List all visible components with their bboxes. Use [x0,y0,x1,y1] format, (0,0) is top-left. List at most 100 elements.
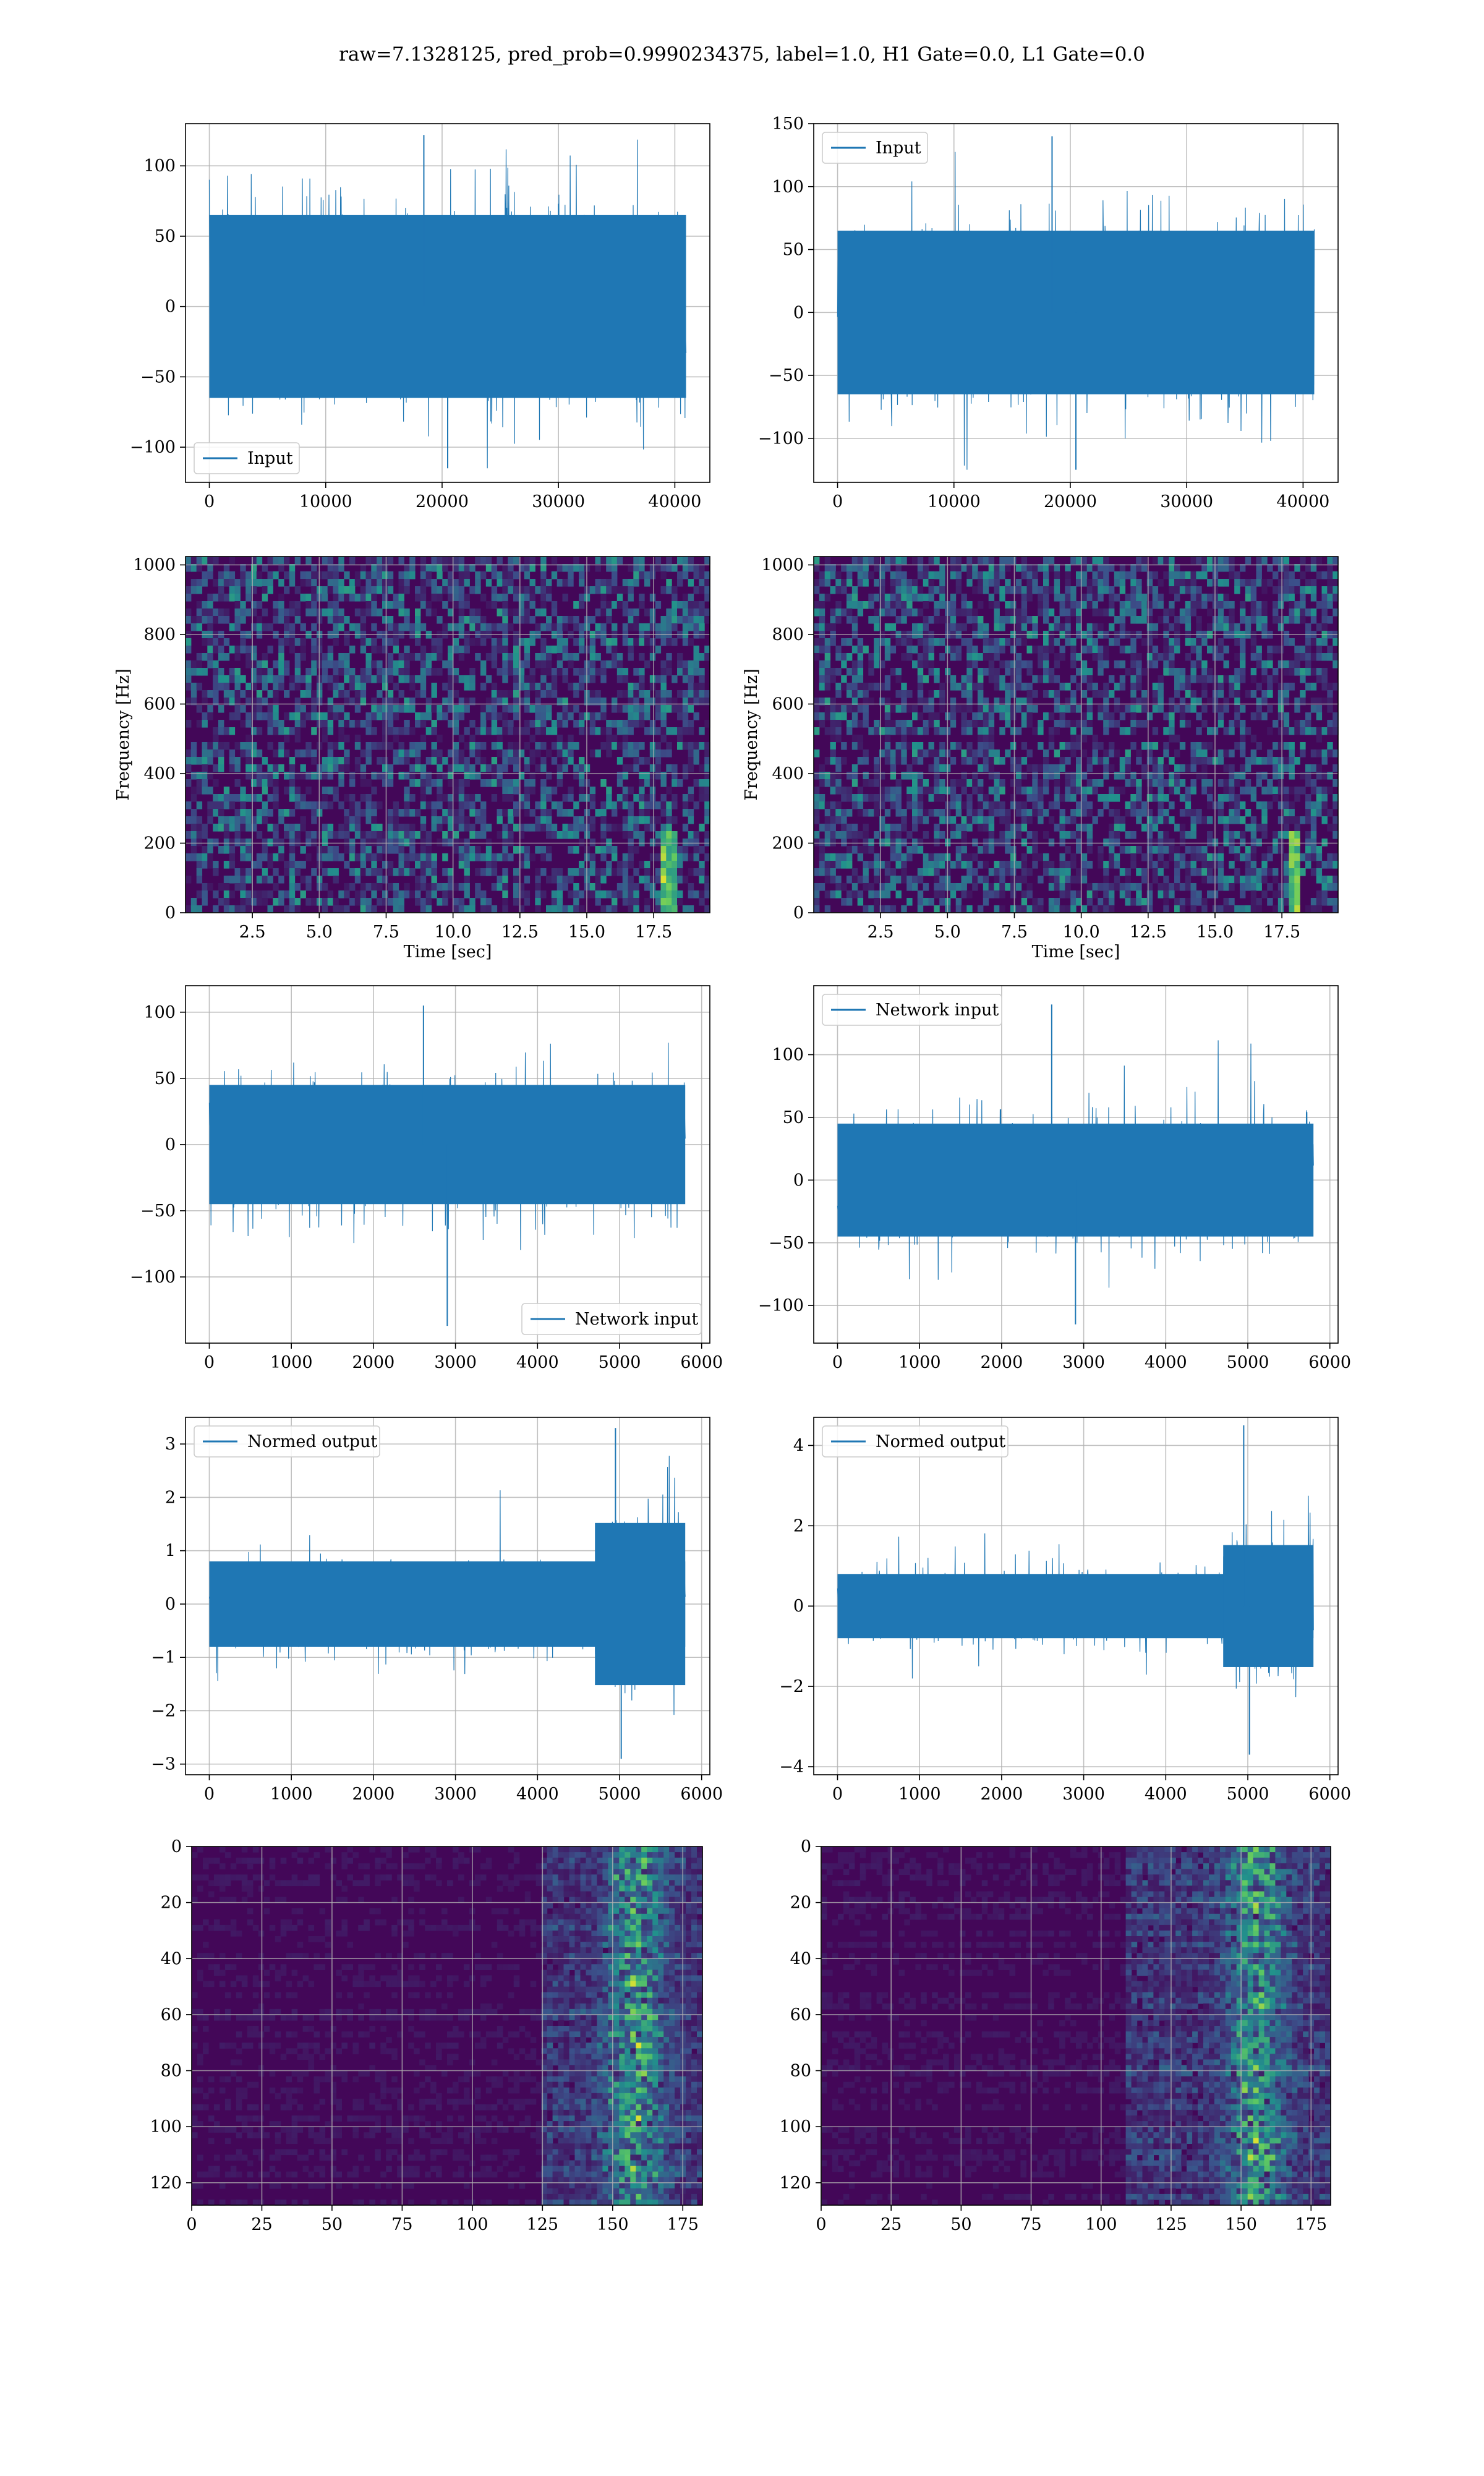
chart-row2-right-heatmap-cell [956,623,962,631]
chart-row2-left-heatmap-cell [371,839,377,847]
chart-row2-left-heatmap-cell [694,757,699,765]
chart-row2-left-heatmap-cell [393,898,399,906]
chart-row2-right-heatmap-cell [1305,683,1311,691]
chart-row2-left-heatmap-cell [311,660,317,668]
chart-row2-right-heatmap-cell [1311,608,1316,617]
chart-row2-left-heatmap-cell [268,668,273,676]
chart-row2-left-heatmap-cell [344,749,349,758]
chart-row2-left-ytick-label: 1000 [133,556,176,575]
chart-row2-left-heatmap-cell [655,742,661,750]
chart-row2-right-heatmap-cell [1163,668,1169,676]
chart-row2-right-heatmap-cell [830,787,836,795]
chart-row2-right-heatmap-cell [1218,801,1224,809]
chart-row2-left-xtick-label: 15.0 [568,923,605,942]
chart-row2-right-heatmap-cell [999,638,1005,646]
chart-row2-left-heatmap-cell [475,868,480,876]
chart-row2-right-heatmap-cell [1010,675,1016,683]
chart-row2-left-heatmap-cell [432,742,437,750]
chart-row2-left-heatmap-cell [617,757,623,765]
chart-row2-left-heatmap-cell [437,653,442,661]
chart-row2-right-heatmap-cell [1054,727,1060,735]
chart-row2-right-heatmap-cell [1300,720,1305,728]
chart-row2-left-heatmap-cell [366,831,372,839]
chart-row2-right-heatmap-cell [994,705,1000,713]
chart-row2-left-heatmap-cell [399,846,404,854]
chart-row2-left-heatmap-cell [322,905,328,913]
chart-row2-right-heatmap-cell [1087,757,1093,765]
chart-row2-left-heatmap-cell [399,660,404,668]
chart-row2-left-heatmap-cell [437,764,442,772]
chart-row2-right-heatmap-cell [1027,787,1033,795]
chart-row2-left-heatmap-cell [240,608,245,617]
chart-row2-left-heatmap-cell [590,586,595,594]
chart-row2-right-heatmap-cell [1125,608,1131,617]
chart-row2-left-heatmap-cell [508,824,513,832]
chart-row2-right-heatmap-cell [1234,668,1240,676]
chart-row2-right-heatmap-cell [1234,683,1240,691]
chart-row2-right-heatmap-cell [830,571,836,579]
chart-row2-right-heatmap-cell [1049,608,1054,617]
chart-row2-left-heatmap-cell [301,772,306,780]
chart-row2-right-heatmap-cell [939,757,945,765]
chart-row2-left-heatmap-cell [535,890,540,899]
chart-row2-left-heatmap-cell [442,660,448,668]
chart-row2-right-heatmap-cell [1240,787,1245,795]
chart-row2-right-heatmap-cell [1169,608,1174,617]
chart-row2-left-heatmap-cell [677,890,683,899]
chart-row2-left-heatmap-cell [672,905,677,913]
chart-row2-right-heatmap-cell [846,571,852,579]
chart-row2-left-heatmap-cell [535,705,540,713]
chart-row2-right-heatmap-cell [1201,787,1207,795]
chart-row2-left-heatmap-cell [262,876,268,884]
chart-row2-left-heatmap-cell [328,757,333,765]
chart-row2-right-heatmap-cell [1010,646,1016,654]
chart-row2-left-heatmap-cell [508,690,513,698]
chart-row2-left-heatmap-cell [704,809,710,817]
chart-row2-right-heatmap-cell [1163,727,1169,735]
chart-row2-left-heatmap-cell [453,839,459,847]
chart-row2-right-heatmap-cell [1180,579,1185,587]
chart-row2-right-heatmap-cell [1294,616,1300,624]
chart-row2-left-heatmap-cell [229,571,235,579]
chart-row2-right-heatmap-cell [1327,571,1333,579]
chart-row2-right-heatmap-cell [819,772,825,780]
chart-row2-left-heatmap-cell [245,890,251,899]
chart-row2-right-heatmap-cell [1114,660,1120,668]
chart-row2-left-heatmap-cell [273,898,278,906]
chart-row2-right-heatmap-cell [858,735,863,743]
chart-row2-left-heatmap-cell [552,831,557,839]
chart-row2-left-heatmap-cell [508,749,513,758]
chart-row2-right-heatmap-cell [1130,616,1136,624]
chart-row2-right-heatmap-cell [962,594,967,602]
chart-row2-left-heatmap-cell [432,586,437,594]
chart-row2-right-heatmap-cell [966,653,972,661]
chart-row2-right-heatmap-cell [966,608,972,617]
chart-row2-left-heatmap-cell [677,853,683,861]
chart-row2-left-heatmap-cell [459,853,464,861]
chart-row2-left-heatmap-cell [420,801,426,809]
chart-row2-right-heatmap-cell [1300,690,1305,698]
chart-row2-right-heatmap-cell [978,727,983,735]
chart-row2-right-heatmap-cell [1065,787,1070,795]
chart-row2-left-heatmap-cell [404,868,409,876]
chart-row2-left-heatmap-cell [694,608,699,617]
chart-row2-left-heatmap-cell [612,586,617,594]
chart-row2-left-heatmap-cell [218,608,224,617]
chart-row2-right-heatmap-cell [918,586,923,594]
chart-row2-right-heatmap-cell [1261,601,1267,609]
chart-row2-left-heatmap-cell [409,675,415,683]
chart-row2-left-heatmap-cell [186,646,191,654]
chart-row2-right-heatmap-cell [1043,586,1049,594]
chart-row2-left-heatmap-cell [459,905,464,913]
chart-row2-left-heatmap-cell [360,675,366,683]
chart-row2-right-heatmap-cell [1333,594,1338,602]
chart-row2-left-heatmap-cell [694,690,699,698]
chart-row2-right-heatmap-cell [906,594,912,602]
chart-row2-left-heatmap-cell [388,846,393,854]
chart-row2-left-heatmap-cell [606,601,612,609]
chart-row2-left-heatmap-cell [453,883,459,891]
chart-row2-left-heatmap-cell [207,660,213,668]
chart-row2-left-heatmap-cell [563,905,568,913]
chart-row2-right-heatmap-cell [825,809,830,817]
chart-row2-right-heatmap-cell [1174,824,1180,832]
